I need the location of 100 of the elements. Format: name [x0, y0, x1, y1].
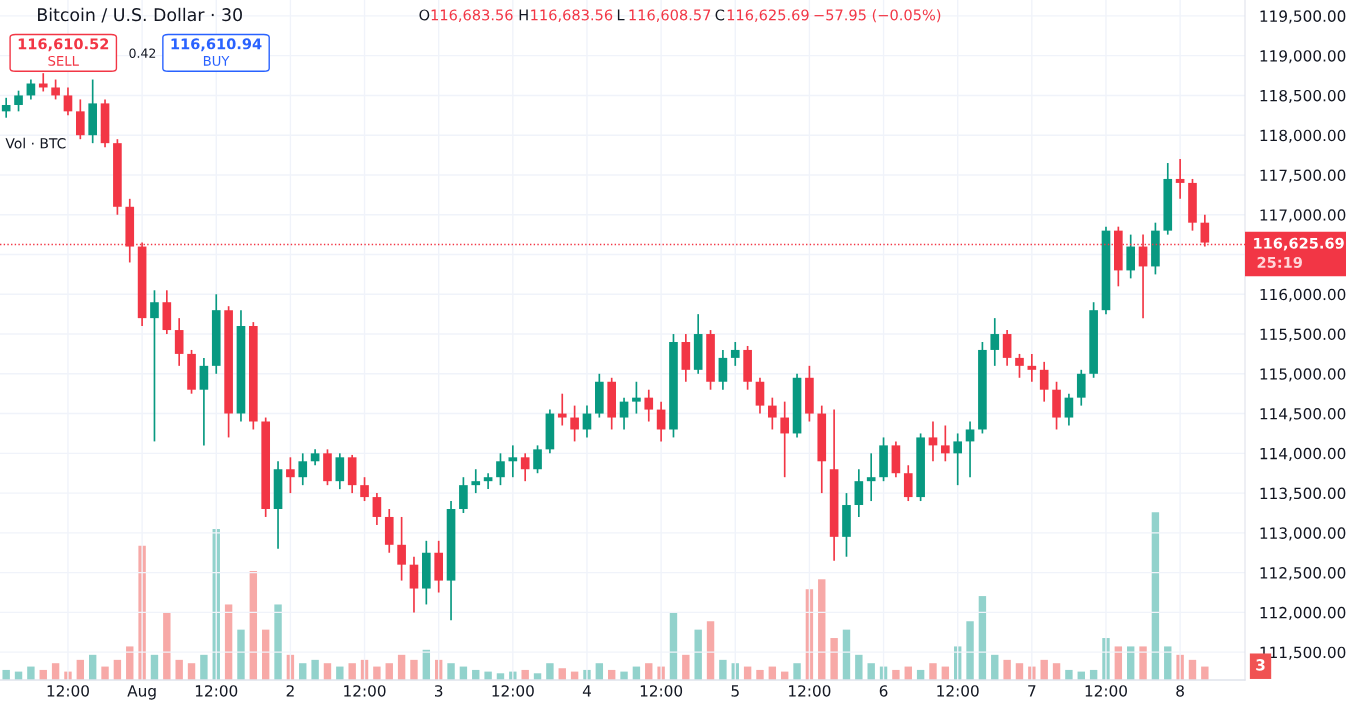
annotation: 116,610.52 [18, 38, 109, 52]
candlestick [866, 452, 876, 502]
x-tick-label: 12:00 [937, 685, 979, 697]
candlestick [632, 380, 641, 415]
bar [224, 604, 233, 680]
candlestick [854, 468, 864, 518]
bar [163, 612, 171, 680]
y-tick-label: 119,500.00 [1260, 10, 1346, 24]
bar [323, 663, 332, 680]
candlestick [1002, 329, 1012, 367]
bar [1015, 663, 1024, 680]
bar [447, 663, 455, 680]
ref-line-label: 116,625.69 [1254, 237, 1344, 251]
annotation: C116,625.69 [715, 9, 809, 22]
bar [385, 663, 393, 680]
candlestick [730, 341, 740, 367]
candlestick [533, 444, 542, 475]
bar [27, 666, 35, 680]
x-tick-label: 12:00 [492, 685, 534, 697]
bar [991, 654, 999, 680]
bar [793, 663, 801, 680]
bar [706, 621, 715, 680]
y-tick-label: 119,000.00 [1260, 50, 1346, 64]
bar [1151, 512, 1160, 680]
candlestick [63, 86, 73, 117]
bar [150, 654, 159, 680]
bar [484, 671, 492, 680]
bar [669, 612, 678, 680]
bar [645, 663, 653, 680]
bar [175, 659, 183, 680]
candlestick [508, 444, 518, 479]
x-tick-label: 12:00 [1085, 685, 1127, 697]
x-tick-label: Aug [127, 685, 156, 700]
bar [929, 663, 937, 680]
candlestick [1076, 368, 1086, 407]
candlestick [557, 392, 567, 427]
candlestick [768, 396, 777, 431]
bar [682, 654, 690, 680]
bar [830, 638, 838, 680]
candlestick [174, 317, 184, 367]
annotation: −57.95 (−0.05%) [814, 9, 941, 23]
candlestick [780, 400, 790, 479]
x-tick-label: 12:00 [640, 685, 683, 697]
bar [410, 659, 418, 680]
bar [694, 629, 702, 680]
y-tick-label: 111,500.00 [1260, 646, 1346, 660]
y-tick-label: 118,000.00 [1260, 129, 1346, 143]
candlestick [335, 452, 345, 490]
candlestick [51, 78, 60, 101]
candlestick [1126, 233, 1136, 280]
bar [855, 654, 863, 680]
candlestick [199, 357, 209, 447]
y-tick-label: 112,500.00 [1260, 567, 1346, 581]
bar [1003, 659, 1011, 680]
bar [892, 669, 900, 680]
text: 3 [1256, 659, 1265, 671]
candlestick [1175, 158, 1185, 200]
bar [1052, 663, 1061, 680]
bar [397, 654, 406, 680]
bar [299, 663, 307, 680]
candlestick [409, 555, 419, 614]
bar [521, 669, 529, 680]
bar [756, 669, 764, 680]
x-tick-label: 5 [731, 685, 739, 697]
y-tick-label: 118,500.00 [1260, 89, 1346, 104]
bar [2, 669, 10, 680]
y-tick-label: 115,000.00 [1260, 368, 1346, 382]
candlestick [570, 404, 579, 443]
candlestick [718, 349, 728, 391]
candlestick [1027, 353, 1037, 383]
candlestick [14, 89, 23, 113]
candlestick [397, 516, 406, 582]
bar [595, 663, 604, 680]
y-tick-label: 113,000.00 [1260, 527, 1346, 541]
candlestick [150, 289, 159, 443]
y-tick-label: 112,000.00 [1260, 606, 1346, 620]
bar [1040, 659, 1048, 680]
candlestick [298, 452, 308, 486]
y-tick-label: 117,000.00 [1260, 209, 1346, 223]
y-tick-label: 116,000.00 [1260, 288, 1346, 302]
annotation: BUY [203, 56, 230, 66]
candlestick [644, 388, 654, 423]
candlestick [286, 456, 295, 494]
y-tick-label: 114,500.00 [1260, 408, 1346, 422]
bar [274, 604, 282, 680]
chart-title: Bitcoin / U.S. Dollar · 30 [38, 7, 242, 23]
bar [620, 671, 628, 680]
candlestick [496, 452, 505, 486]
bar [1139, 646, 1147, 680]
bar [1065, 669, 1073, 680]
bar [1201, 666, 1209, 680]
bar [719, 659, 727, 680]
candlestick [1015, 353, 1024, 379]
x-tick-label: 7 [1028, 685, 1036, 697]
candlestick [1039, 361, 1049, 403]
annotation: Vol · BTC [5, 137, 66, 149]
x-tick-label: 12:00 [47, 685, 89, 697]
text: 25:19 [1257, 256, 1302, 268]
annotation: 0.42 [129, 48, 156, 58]
bar [348, 663, 356, 680]
